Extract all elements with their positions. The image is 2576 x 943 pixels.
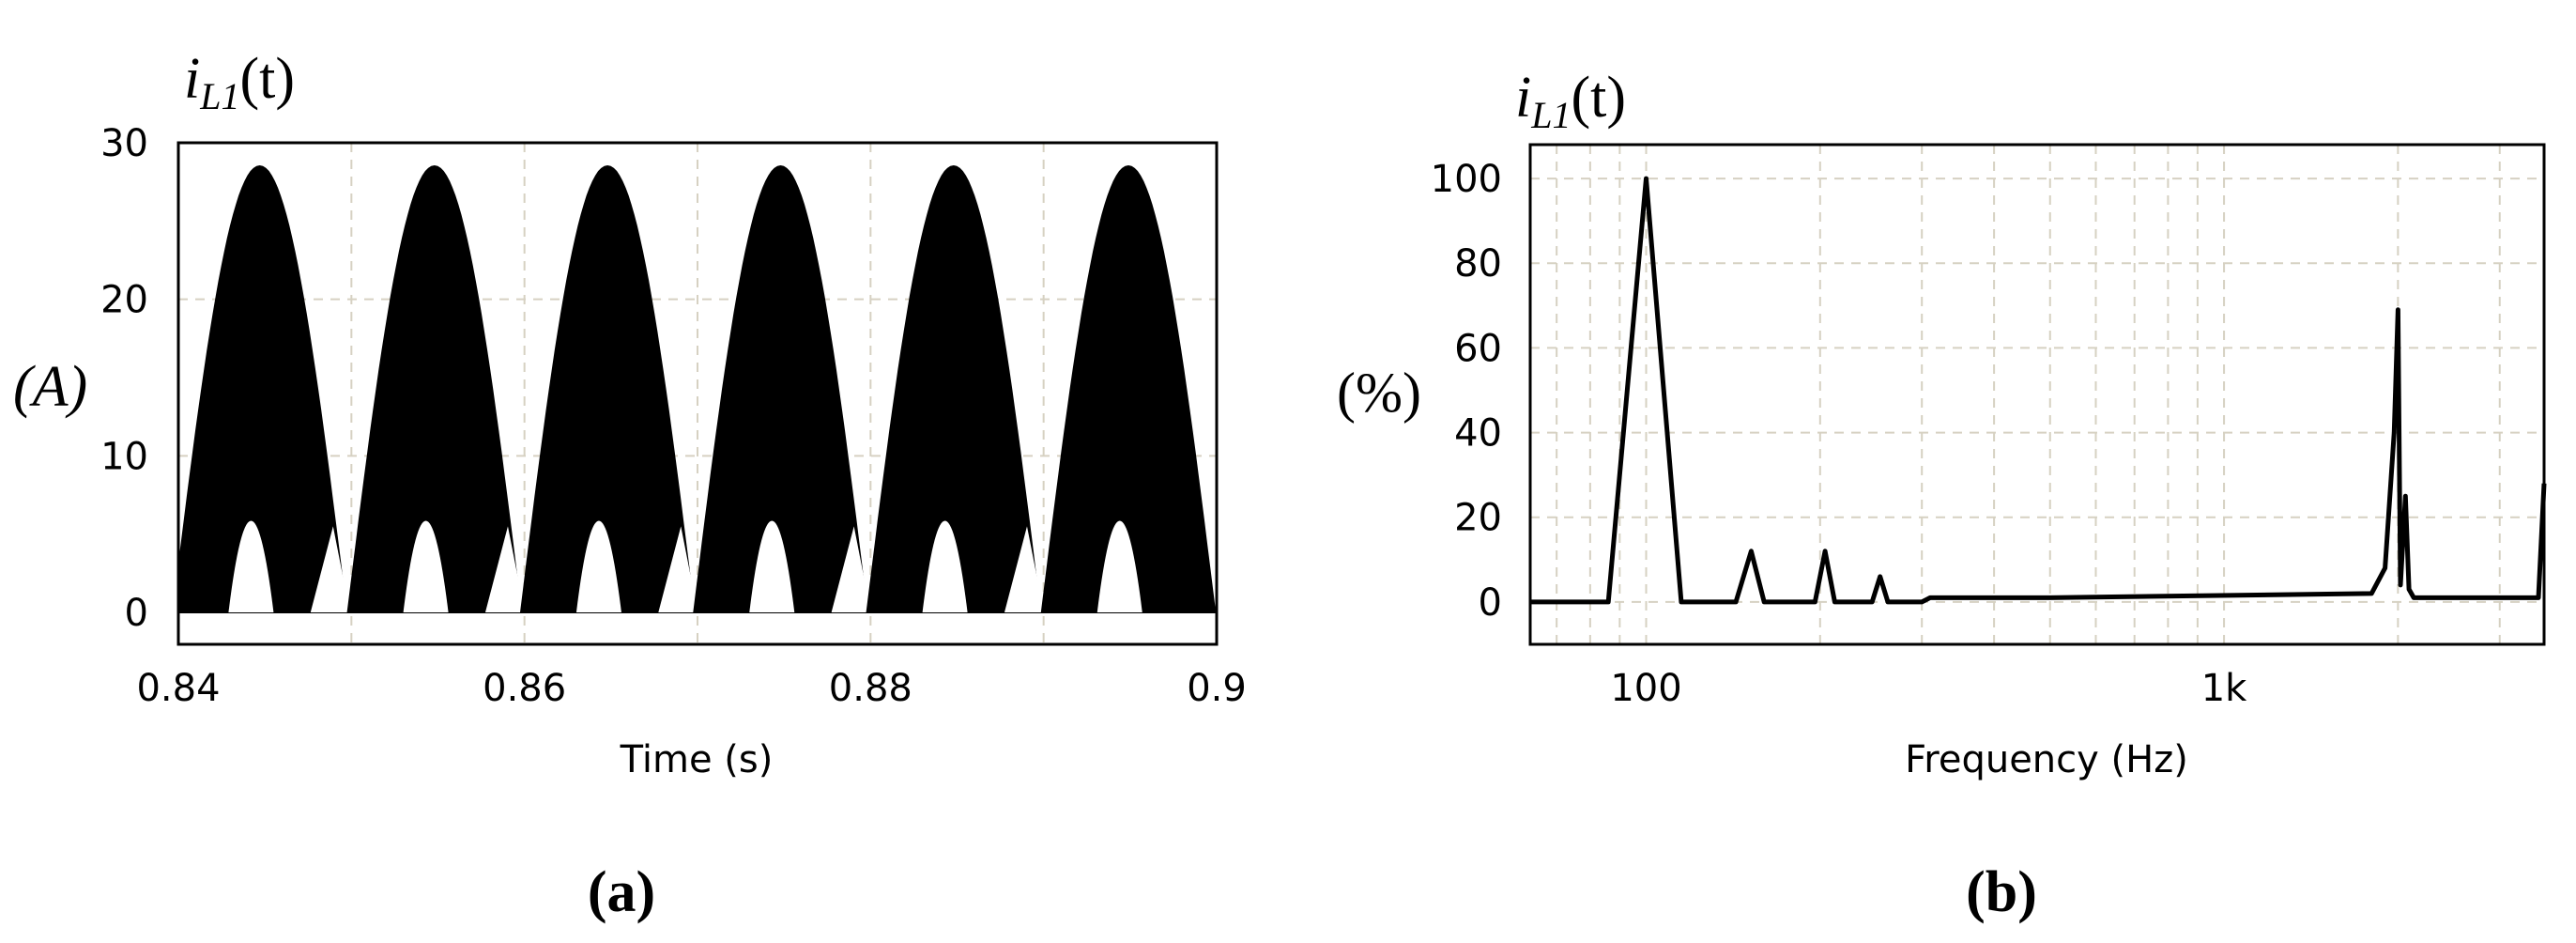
panel-a-title-var: i bbox=[184, 47, 200, 111]
panel-a-x-axis-label: Time (s) bbox=[620, 738, 774, 781]
panel-a-x-tick-label: 0.88 bbox=[829, 667, 912, 710]
panel-b-title: iL1(t) bbox=[1515, 66, 1626, 136]
panel-a: iL1(t) (A) 0.84 0.86 0.88 0.9 0 10 20 30 Time (… bbox=[13, 47, 1247, 924]
panel-b-unit: (%) bbox=[1337, 362, 1421, 424]
panel-a-x-tick-label: 0.9 bbox=[1187, 667, 1247, 710]
panel-a-ticks: 0.84 0.86 0.88 0.9 0 10 20 30 bbox=[100, 122, 1247, 710]
panel-b-y-tick-label: 100 bbox=[1431, 158, 1502, 201]
panel-b-spectrum-line bbox=[1530, 176, 2547, 605]
panel-a-y-tick-label: 30 bbox=[100, 122, 148, 165]
panel-a-envelope-lobe bbox=[1040, 164, 1217, 613]
panel-a-caption: (a) bbox=[588, 860, 655, 924]
panel-a-inner-gap bbox=[228, 520, 274, 612]
panel-a-x-tick-label: 0.84 bbox=[136, 667, 220, 710]
panel-a-unit: (A) bbox=[13, 355, 87, 419]
panel-a-x-tick-label: 0.86 bbox=[483, 667, 566, 710]
panel-b-y-tick-label: 40 bbox=[1454, 412, 1502, 456]
panel-a-y-tick-label: 0 bbox=[125, 592, 148, 635]
panel-a-notch bbox=[310, 526, 350, 612]
panel-a-y-tick-label: 10 bbox=[100, 435, 148, 478]
panel-a-notch bbox=[831, 526, 871, 612]
panel-a-inner-gap bbox=[922, 520, 968, 612]
panel-b-x-tick-label: 100 bbox=[1610, 667, 1681, 710]
panel-a-inner-gap bbox=[1096, 520, 1142, 612]
panel-b-y-tick-label: 0 bbox=[1479, 581, 1502, 625]
panel-a-envelope-lobe bbox=[519, 164, 696, 613]
panel-a-frame bbox=[176, 141, 1219, 646]
panel-b-ticks: 100 1k 0 20 40 60 80 100 bbox=[1431, 158, 2248, 710]
panel-a-envelope-lobe bbox=[866, 164, 1042, 613]
panel-b-x-axis-label: Frequency (Hz) bbox=[1905, 738, 2188, 781]
panel-a-envelope-lobe bbox=[177, 164, 347, 613]
panel-a-trace bbox=[177, 164, 1217, 613]
panel-b-title-var: i bbox=[1515, 66, 1531, 130]
panel-b-title-arg: (t) bbox=[1571, 66, 1626, 130]
panel-a-notch bbox=[658, 526, 698, 612]
panel-b-caption: (b) bbox=[1966, 860, 2037, 924]
panel-b: iL1(t) (%) 100 1k 0 20 40 60 80 100 Frequency (… bbox=[1337, 66, 2547, 924]
panel-a-inner-gap bbox=[403, 520, 449, 612]
panel-b-title-sub: L1 bbox=[1530, 94, 1571, 136]
panel-a-inner-gap bbox=[575, 520, 621, 612]
panel-a-title-sub: L1 bbox=[199, 75, 239, 117]
panel-a-y-tick-label: 20 bbox=[100, 279, 148, 322]
panel-b-gridlines bbox=[1530, 145, 2544, 644]
panel-b-y-tick-label: 20 bbox=[1454, 497, 1502, 540]
panel-a-envelope-lobe bbox=[693, 164, 868, 613]
panel-b-y-tick-label: 80 bbox=[1454, 242, 1502, 286]
panel-b-x-tick-label: 1k bbox=[2201, 667, 2247, 710]
panel-a-inner-gap bbox=[749, 520, 795, 612]
panel-a-title: iL1(t) bbox=[184, 47, 295, 117]
panel-a-notch bbox=[484, 526, 525, 612]
panel-a-notch bbox=[1004, 526, 1044, 612]
panel-b-trace bbox=[1530, 176, 2547, 605]
panel-b-y-tick-label: 60 bbox=[1454, 327, 1502, 370]
panel-a-envelope-lobe bbox=[346, 164, 523, 613]
panel-b-frame bbox=[1528, 143, 2546, 646]
panel-a-title-arg: (t) bbox=[239, 47, 295, 111]
